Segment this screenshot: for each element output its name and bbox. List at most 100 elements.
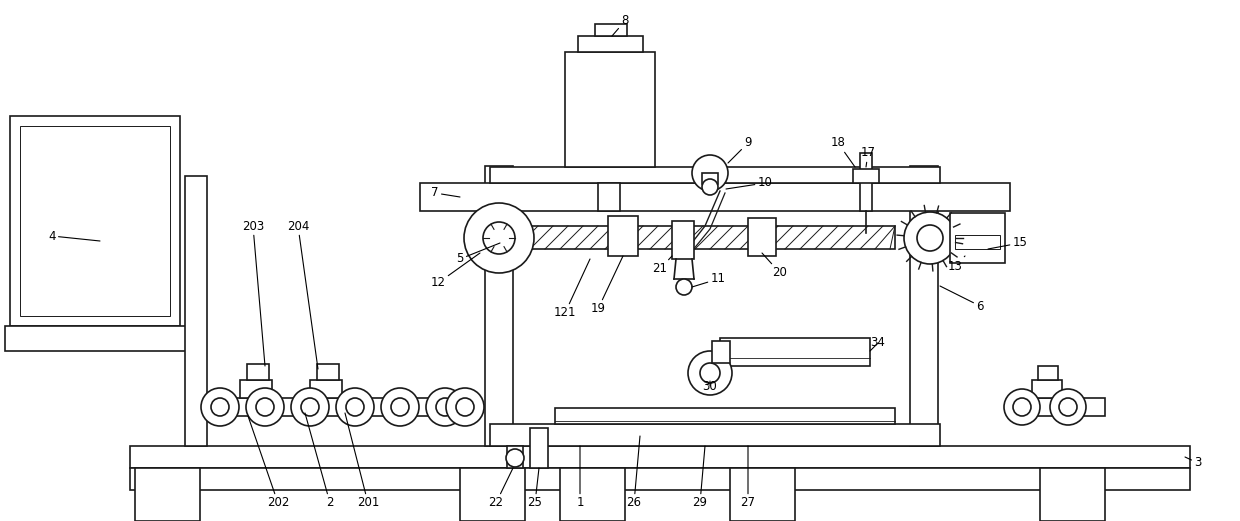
- Bar: [460, 468, 525, 521]
- Text: 203: 203: [242, 219, 265, 366]
- Text: 26: 26: [626, 436, 641, 510]
- Bar: [608, 216, 639, 256]
- Bar: [490, 167, 940, 183]
- Bar: [500, 226, 895, 249]
- Circle shape: [692, 155, 728, 191]
- Text: 8: 8: [613, 15, 629, 36]
- Bar: [853, 169, 879, 183]
- Circle shape: [246, 388, 284, 426]
- Bar: [135, 468, 200, 521]
- Circle shape: [381, 388, 419, 426]
- Text: 10: 10: [725, 177, 773, 190]
- Text: 19: 19: [590, 256, 622, 316]
- Bar: [712, 341, 730, 363]
- Bar: [20, 126, 170, 316]
- Bar: [556, 408, 895, 424]
- Bar: [910, 166, 937, 446]
- Bar: [1011, 398, 1105, 416]
- Circle shape: [1050, 389, 1086, 425]
- Bar: [720, 338, 870, 366]
- Circle shape: [201, 388, 239, 426]
- Bar: [185, 176, 207, 446]
- Text: 204: 204: [286, 219, 317, 369]
- Text: 15: 15: [988, 237, 1028, 250]
- Text: 12: 12: [430, 253, 480, 290]
- Circle shape: [1013, 398, 1030, 416]
- Circle shape: [391, 398, 409, 416]
- Bar: [10, 116, 180, 326]
- Bar: [485, 166, 513, 446]
- Bar: [1038, 366, 1058, 380]
- Bar: [529, 428, 548, 468]
- Text: 9: 9: [728, 137, 751, 163]
- Bar: [205, 398, 480, 416]
- Bar: [955, 235, 999, 249]
- Text: 1: 1: [577, 446, 584, 510]
- Circle shape: [255, 398, 274, 416]
- Text: 22: 22: [489, 468, 513, 510]
- Text: 7: 7: [432, 187, 460, 200]
- Circle shape: [464, 203, 534, 273]
- Text: 202: 202: [248, 416, 289, 510]
- Circle shape: [702, 179, 718, 195]
- Circle shape: [506, 449, 525, 467]
- Text: 27: 27: [740, 446, 755, 510]
- Bar: [490, 424, 940, 446]
- Circle shape: [211, 398, 229, 416]
- Text: 4: 4: [48, 229, 100, 242]
- Text: 29: 29: [692, 446, 708, 510]
- Bar: [130, 446, 1190, 468]
- Bar: [748, 218, 776, 256]
- Circle shape: [346, 398, 365, 416]
- Bar: [317, 364, 339, 380]
- Circle shape: [904, 212, 956, 264]
- Bar: [672, 221, 694, 259]
- Circle shape: [291, 388, 329, 426]
- Circle shape: [301, 398, 319, 416]
- Bar: [560, 468, 625, 521]
- Circle shape: [701, 363, 720, 383]
- Text: 2: 2: [305, 413, 334, 510]
- Text: 11: 11: [692, 272, 725, 287]
- Circle shape: [676, 279, 692, 295]
- Circle shape: [427, 388, 464, 426]
- Bar: [598, 183, 620, 211]
- Bar: [130, 468, 1190, 490]
- Bar: [507, 446, 523, 468]
- Circle shape: [688, 351, 732, 395]
- Bar: [241, 380, 272, 398]
- Bar: [5, 326, 190, 351]
- Bar: [420, 183, 1011, 211]
- Text: 34: 34: [870, 337, 885, 351]
- Bar: [578, 36, 644, 52]
- Text: 18: 18: [831, 137, 856, 167]
- Bar: [730, 468, 795, 521]
- Circle shape: [1059, 398, 1078, 416]
- Bar: [310, 380, 342, 398]
- Bar: [247, 364, 269, 380]
- Bar: [565, 52, 655, 167]
- Bar: [595, 24, 627, 36]
- Bar: [950, 213, 1004, 263]
- Text: 20: 20: [763, 253, 787, 279]
- Text: 201: 201: [345, 413, 379, 510]
- Text: 30: 30: [703, 379, 718, 392]
- Circle shape: [446, 388, 484, 426]
- Text: 17: 17: [861, 146, 875, 167]
- Circle shape: [484, 222, 515, 254]
- Circle shape: [456, 398, 474, 416]
- Circle shape: [436, 398, 454, 416]
- Text: 3: 3: [1185, 456, 1202, 469]
- Text: 21: 21: [652, 256, 672, 276]
- Text: 25: 25: [527, 468, 542, 510]
- Text: 13: 13: [947, 256, 965, 272]
- Bar: [702, 173, 718, 184]
- Text: 121: 121: [554, 259, 590, 319]
- Circle shape: [336, 388, 374, 426]
- Bar: [861, 153, 872, 211]
- Circle shape: [1004, 389, 1040, 425]
- Circle shape: [918, 225, 942, 251]
- Text: 6: 6: [940, 286, 983, 313]
- Text: 5: 5: [456, 243, 500, 266]
- Bar: [1032, 380, 1061, 398]
